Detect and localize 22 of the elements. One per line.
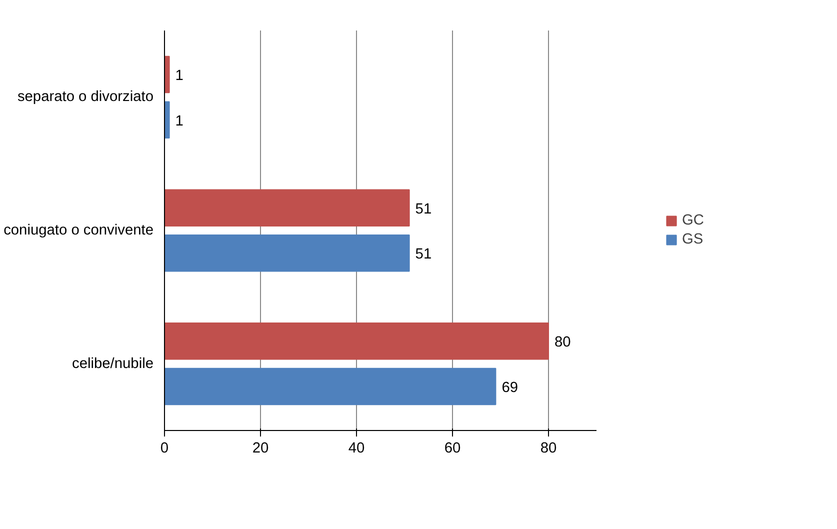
data-label: 1	[175, 68, 184, 84]
x-tick-label: 0	[160, 440, 169, 456]
bar	[164, 56, 170, 94]
bar	[164, 189, 410, 226]
data-label: 80	[554, 334, 571, 351]
x-tick-label: 20	[252, 440, 269, 456]
y-tick-label: coniugato o convivente	[4, 222, 154, 238]
y-tick-label: separato o divorziato	[17, 89, 154, 106]
legend-label: GS	[682, 232, 704, 248]
data-label: 69	[502, 380, 518, 396]
bar	[164, 101, 170, 138]
bar	[164, 368, 496, 406]
data-label: 51	[415, 201, 432, 218]
bar	[164, 234, 410, 272]
x-tick-label: 80	[540, 440, 557, 456]
y-tick-label: celibe/nubile	[72, 356, 154, 372]
bar	[164, 322, 549, 360]
legend-label: GC	[682, 212, 704, 228]
data-label: 51	[415, 246, 432, 263]
x-tick-label: 60	[444, 440, 461, 456]
data-label: 1	[175, 113, 184, 130]
x-tick-label: 40	[348, 440, 365, 456]
